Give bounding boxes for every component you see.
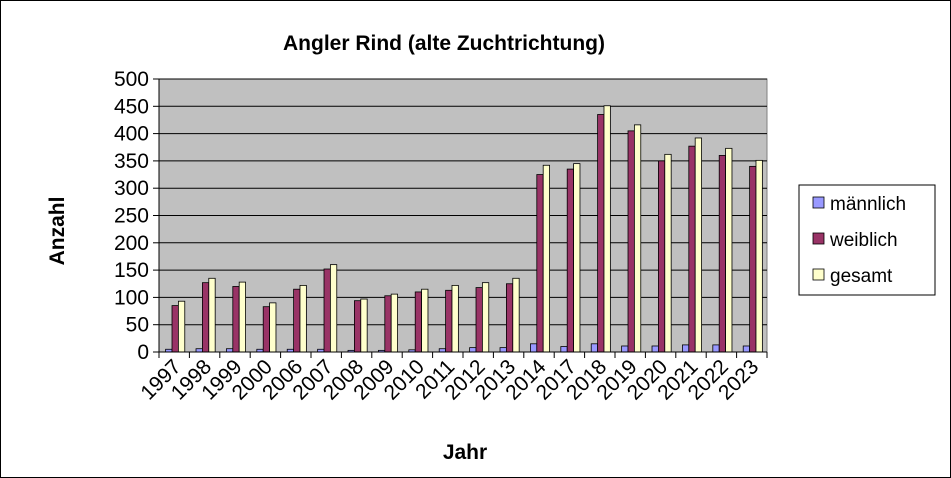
bar-weiblich [627, 130, 635, 353]
bar-gesamt [481, 282, 490, 353]
axes [153, 78, 768, 358]
bar-weiblich [384, 295, 392, 353]
bar-gesamt [633, 124, 642, 353]
bar-weiblich [232, 286, 240, 353]
y-axis-title: Anzahl [46, 197, 69, 266]
bar-weiblich [323, 268, 331, 353]
bar-weiblich [293, 288, 301, 353]
bar-gesamt [603, 105, 611, 353]
bar-maennlich [530, 343, 538, 353]
y-tick-label: 100 [114, 286, 149, 309]
bar-maennlich [742, 345, 750, 353]
bar-weiblich [445, 289, 453, 353]
bar-gesamt [664, 153, 672, 353]
bar-weiblich [171, 305, 179, 353]
y-tick-label: 300 [114, 177, 149, 200]
bar-maennlich [590, 343, 598, 353]
bar-weiblich [566, 168, 574, 353]
bar-maennlich [712, 344, 720, 353]
bar-weiblich [658, 160, 666, 353]
bar-weiblich [718, 155, 726, 353]
legend-label: gesamt [830, 266, 893, 287]
x-tick-labels: 1997199819992000200620072008200920102011… [136, 355, 763, 405]
bar-maennlich [682, 344, 690, 353]
bar-gesamt [755, 159, 763, 353]
y-tick-label: 50 [126, 314, 149, 337]
y-tick-label: 0 [137, 341, 149, 364]
bar-weiblich [202, 282, 210, 353]
bar-maennlich [651, 345, 659, 353]
x-axis-title: Jahr [443, 441, 487, 464]
y-tick-label: 150 [114, 259, 149, 282]
bar-maennlich [499, 347, 507, 353]
legend-swatch [812, 232, 825, 245]
bar-weiblich [749, 165, 757, 353]
bar-gesamt [512, 277, 520, 353]
legend: männlich weiblich gesamt [798, 184, 936, 296]
bar-maennlich [560, 346, 568, 353]
bar-gesamt [694, 137, 702, 353]
bar-gesamt [208, 277, 216, 353]
bar-gesamt [390, 293, 398, 353]
bar-weiblich [414, 291, 422, 353]
bar-weiblich [475, 287, 483, 353]
bar-gesamt [177, 300, 186, 353]
bar-gesamt [269, 302, 277, 353]
bars [165, 105, 763, 353]
bar-weiblich [506, 283, 514, 353]
bar-gesamt [299, 284, 307, 353]
chart-title: Angler Rind (alte Zuchtrichtung) [283, 32, 605, 55]
bar-gesamt [238, 281, 246, 353]
y-tick-labels: 0 50 100 150 200 250 300 350 400 450 500 [114, 68, 149, 364]
bar-gesamt [725, 147, 733, 353]
y-tick-label: 500 [114, 68, 149, 91]
y-tick-label: 200 [114, 232, 149, 255]
legend-swatch [812, 268, 825, 281]
bar-weiblich [688, 145, 696, 353]
y-tick-label: 350 [114, 150, 149, 173]
bar-gesamt [573, 163, 581, 353]
bar-gesamt [451, 284, 459, 353]
bar-maennlich [469, 347, 477, 353]
y-tick-label: 450 [114, 95, 149, 118]
bar-weiblich [262, 306, 270, 353]
bar-gesamt [329, 264, 338, 353]
bar-weiblich [536, 174, 544, 353]
y-tick-label: 250 [114, 205, 149, 228]
y-tick-label: 400 [114, 123, 149, 146]
bar-gesamt [421, 288, 429, 353]
legend-label: weiblich [829, 230, 898, 251]
legend-swatch [812, 196, 825, 209]
legend-label: männlich [830, 194, 906, 215]
bar-maennlich [621, 345, 629, 353]
bar-weiblich [354, 300, 362, 353]
bar-gesamt [542, 164, 550, 353]
bar-weiblich [597, 114, 605, 353]
bar-gesamt [360, 298, 368, 353]
